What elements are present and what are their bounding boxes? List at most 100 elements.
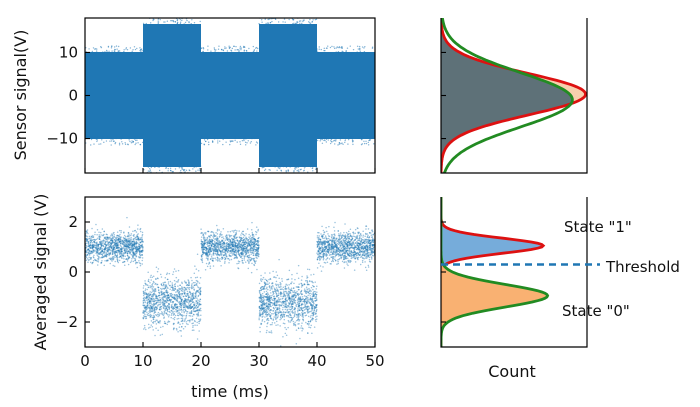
averaged-point [207,249,210,252]
averaged-point [173,284,176,286]
averaged-point [110,246,112,249]
averaged-point [132,247,134,249]
averaged-point [123,237,125,240]
averaged-point [106,237,108,239]
sensor-point [150,166,153,169]
averaged-point [259,331,261,333]
averaged-point [168,272,171,275]
averaged-point [212,247,214,250]
averaged-point [93,241,96,244]
sensor-point [256,135,259,138]
sensor-point [116,53,118,56]
averaged-point [104,243,107,245]
averaged-point [244,241,246,243]
averaged-point [278,307,281,309]
averaged-point [232,231,235,233]
sensor-point [129,140,131,143]
sensor-point [364,46,366,48]
averaged-point [106,249,108,251]
averaged-point [272,312,274,315]
averaged-point [141,249,144,252]
averaged-point [188,282,190,285]
sensor-point [279,166,281,168]
sensor-point [133,138,136,140]
sensor-point [358,45,361,48]
sensor-point [174,165,177,167]
averaged-point [264,306,267,309]
averaged-point [255,249,258,252]
sensor-point [303,19,305,21]
averaged-point [99,248,101,250]
averaged-point [297,307,299,309]
averaged-point [86,254,89,256]
averaged-point [176,309,178,311]
sensor-point [139,47,141,49]
averaged-point [106,244,109,246]
averaged-point [139,227,142,230]
averaged-point [153,281,155,284]
averaged-point [216,233,219,235]
sensor-hist-red-curve [441,18,587,173]
sensor-point [239,143,242,146]
averaged-point [287,319,290,322]
averaged-point [136,234,139,236]
averaged-point [233,248,235,251]
averaged-point [90,246,92,248]
averaged-point [172,322,175,325]
averaged-point [131,248,133,251]
sensor-point [211,141,214,143]
averaged-point [167,314,169,316]
averaged-point [137,237,140,240]
averaged-point [163,316,165,318]
averaged-point [303,306,305,309]
sensor-point [125,47,128,49]
averaged-point [124,246,127,248]
averaged-point [270,318,273,320]
averaged-point [111,241,114,243]
averaged-point [156,270,159,273]
averaged-point [185,304,188,307]
averaged-point [290,299,292,301]
averaged-point [122,247,125,249]
averaged-point [189,307,192,310]
averaged-point [136,249,138,251]
sensor-point [318,48,320,50]
sensor-point [361,46,364,48]
averaged-point [240,253,243,255]
averaged-point [92,256,95,258]
sensor-point [213,47,215,49]
averaged-point [139,252,141,255]
averaged-point [86,253,89,256]
averaged-point [279,318,281,321]
averaged-point [116,256,118,258]
sensor-point [346,52,348,55]
averaged-point [113,265,116,267]
averaged-point [297,277,300,279]
averaged-point [159,273,162,276]
averaged-point [296,272,298,275]
averaged-point [140,250,143,253]
sensor-point [264,18,266,20]
averaged-point [130,247,133,250]
sensor-point [283,164,286,166]
averaged-point [215,231,217,234]
averaged-point [143,285,145,287]
sensor-point [181,19,183,22]
averaged-point [98,231,100,234]
averaged-point [262,297,265,299]
averaged-point [130,260,133,262]
averaged-point [313,285,315,288]
averaged-point [129,251,131,254]
averaged-point [195,304,198,307]
averaged-point [126,252,129,255]
averaged-point [280,288,282,290]
averaged-point [106,247,109,249]
averaged-point [286,305,289,307]
sensor-point [171,20,173,22]
averaged-point [304,299,306,301]
averaged-point [138,262,141,264]
averaged-point [147,278,150,281]
sensor-point [241,140,244,142]
averaged-point [282,335,284,338]
averaged-point [187,279,189,281]
